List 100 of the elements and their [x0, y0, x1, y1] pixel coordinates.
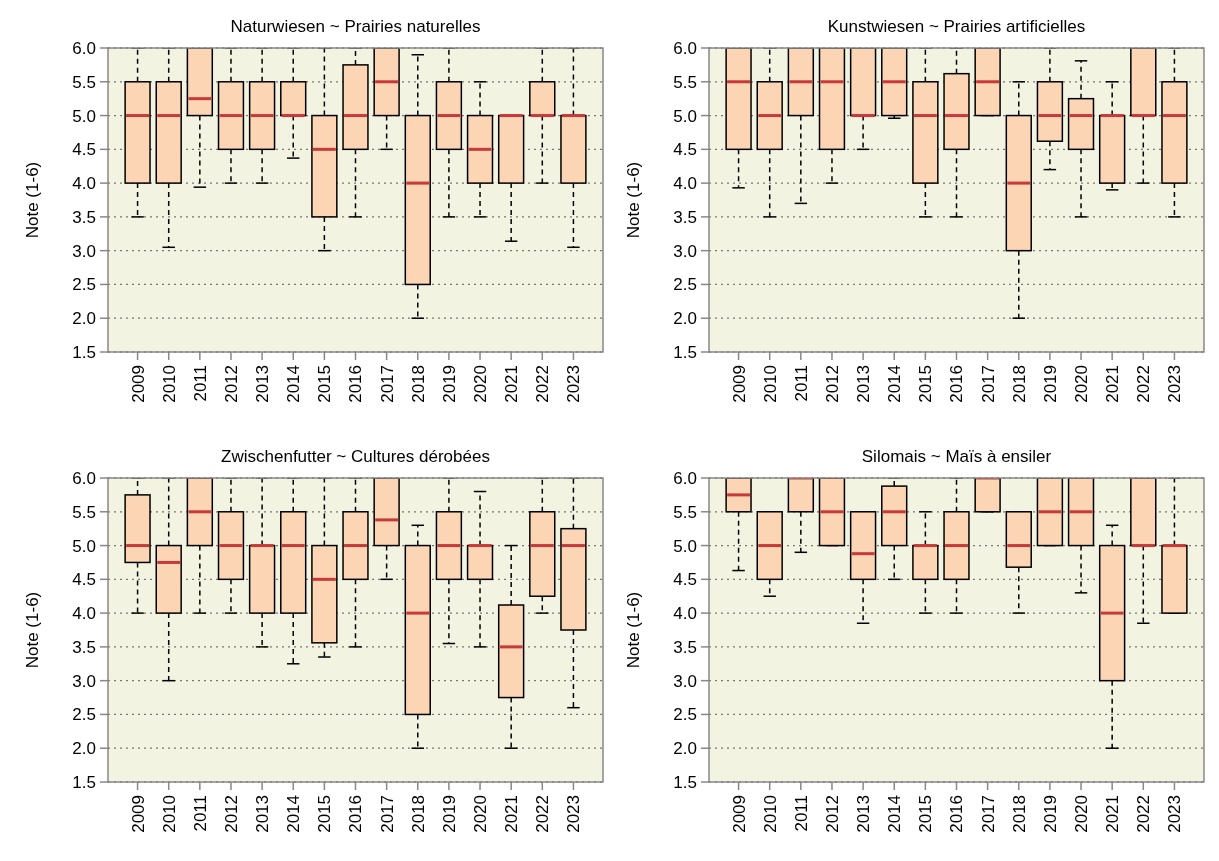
x-tick-label: 2017 [978, 365, 998, 403]
y-tick-label: 1.5 [673, 342, 697, 362]
y-tick-label: 5.5 [673, 72, 697, 92]
y-tick-label: 2.5 [72, 705, 96, 725]
x-tick-label: 2010 [760, 795, 780, 833]
x-tick-label: 2018 [408, 365, 428, 403]
x-tick-label: 2019 [439, 795, 459, 833]
y-axis-title: Note (1-6) [624, 161, 643, 239]
chart-title: Silomais ~ Maïs à ensiler [861, 447, 1052, 466]
y-tick-label: 1.5 [72, 342, 96, 362]
x-tick-label: 2014 [284, 365, 304, 403]
x-tick-label: 2013 [253, 795, 273, 833]
x-tick-label: 2013 [253, 365, 273, 403]
x-tick-label: 2021 [502, 365, 522, 403]
y-tick-label: 3.0 [673, 671, 697, 691]
y-tick-label: 6.0 [673, 38, 697, 58]
x-tick-label: 2019 [1040, 365, 1060, 403]
y-tick-label: 4.5 [72, 570, 96, 590]
y-tick-label: 5.0 [673, 106, 697, 126]
x-tick-label: 2023 [564, 795, 584, 833]
y-tick-label: 6.0 [72, 38, 96, 58]
y-tick-label: 2.5 [673, 275, 697, 295]
x-tick-label: 2021 [1103, 365, 1123, 403]
y-tick-label: 4.0 [72, 174, 96, 194]
x-tick-label: 2014 [284, 795, 304, 833]
y-tick-label: 2.0 [72, 739, 96, 759]
x-tick-label: 2020 [470, 365, 490, 403]
y-tick-label: 3.5 [673, 637, 697, 657]
x-tick-label: 2013 [854, 365, 874, 403]
x-tick-label: 2011 [791, 365, 811, 402]
x-tick-label: 2013 [854, 795, 874, 833]
y-tick-label: 4.5 [673, 570, 697, 590]
x-tick-label: 2022 [533, 795, 553, 833]
x-tick-label: 2016 [346, 795, 366, 833]
y-tick-label: 3.0 [72, 671, 96, 691]
x-tick-label: 2020 [1071, 365, 1091, 403]
x-tick-label: 2012 [822, 365, 842, 403]
y-tick-label: 3.5 [72, 207, 96, 227]
y-tick-label: 5.5 [72, 502, 96, 522]
x-tick-label: 2018 [408, 795, 428, 833]
x-tick-label: 2015 [916, 795, 936, 833]
y-tick-label: 4.0 [673, 174, 697, 194]
y-tick-label: 2.0 [673, 309, 697, 329]
x-tick-label: 2022 [1134, 365, 1154, 403]
x-tick-label: 2011 [190, 795, 210, 832]
x-tick-label: 2017 [377, 365, 397, 403]
chart-title: Naturwiesen ~ Prairies naturelles [230, 17, 481, 36]
y-tick-label: 5.5 [72, 72, 96, 92]
x-tick-label: 2012 [822, 795, 842, 833]
y-tick-label: 4.0 [673, 604, 697, 624]
x-tick-label: 2014 [885, 365, 905, 403]
chart-title: Zwischenfutter ~ Cultures dérobées [221, 447, 490, 466]
x-tick-label: 2009 [729, 795, 749, 833]
x-tick-label: 2017 [978, 795, 998, 833]
y-axis-title: Note (1-6) [23, 591, 42, 669]
x-tick-label: 2016 [947, 795, 967, 833]
x-tick-label: 2023 [1165, 795, 1185, 833]
x-tick-label: 2011 [190, 365, 210, 402]
y-tick-label: 4.5 [673, 140, 697, 160]
y-tick-label: 4.0 [72, 604, 96, 624]
x-tick-label: 2015 [315, 365, 335, 403]
y-tick-label: 2.0 [72, 309, 96, 329]
x-tick-label: 2012 [221, 795, 241, 833]
y-axis-title: Note (1-6) [624, 591, 643, 669]
x-tick-label: 2021 [502, 795, 522, 833]
x-tick-label: 2019 [439, 365, 459, 403]
x-tick-label: 2009 [729, 365, 749, 403]
x-tick-label: 2010 [760, 365, 780, 403]
x-tick-label: 2015 [315, 795, 335, 833]
x-tick-label: 2023 [564, 365, 584, 403]
y-tick-label: 5.5 [673, 502, 697, 522]
x-tick-label: 2009 [128, 365, 148, 403]
chart-title: Kunstwiesen ~ Prairies artificielles [827, 17, 1086, 36]
y-tick-label: 6.0 [72, 468, 96, 488]
x-tick-label: 2019 [1040, 795, 1060, 833]
x-tick-label: 2016 [346, 365, 366, 403]
x-tick-label: 2014 [885, 795, 905, 833]
y-tick-label: 5.0 [72, 536, 96, 556]
y-tick-label: 3.0 [673, 241, 697, 261]
y-tick-label: 5.0 [72, 106, 96, 126]
y-tick-label: 1.5 [72, 772, 96, 792]
x-tick-label: 2018 [1009, 795, 1029, 833]
y-tick-label: 2.5 [72, 275, 96, 295]
x-tick-label: 2020 [1071, 795, 1091, 833]
y-tick-label: 2.5 [673, 705, 697, 725]
y-tick-label: 2.0 [673, 739, 697, 759]
x-tick-label: 2010 [159, 795, 179, 833]
x-tick-label: 2022 [533, 365, 553, 403]
y-tick-label: 1.5 [673, 772, 697, 792]
x-tick-label: 2009 [128, 795, 148, 833]
x-tick-label: 2012 [221, 365, 241, 403]
y-tick-label: 6.0 [673, 468, 697, 488]
x-tick-label: 2011 [791, 795, 811, 832]
x-tick-label: 2022 [1134, 795, 1154, 833]
y-tick-label: 5.0 [673, 536, 697, 556]
x-tick-label: 2017 [377, 795, 397, 833]
x-tick-label: 2021 [1103, 795, 1123, 833]
x-tick-label: 2020 [470, 795, 490, 833]
x-tick-label: 2016 [947, 365, 967, 403]
y-axis-title: Note (1-6) [23, 161, 42, 239]
